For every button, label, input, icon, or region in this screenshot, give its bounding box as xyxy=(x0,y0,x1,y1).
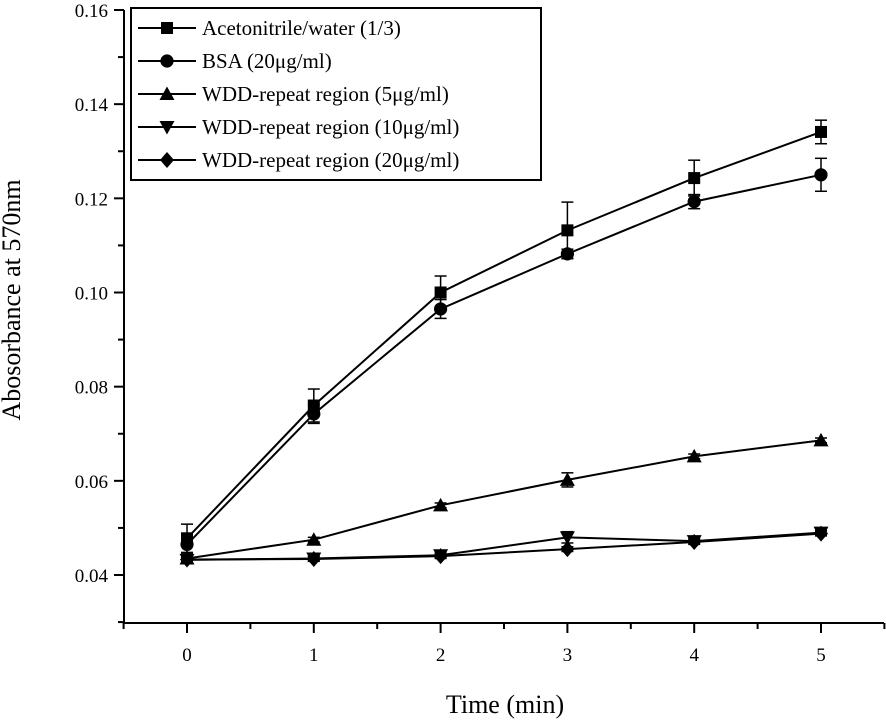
data-point xyxy=(687,195,701,209)
data-point xyxy=(560,247,575,261)
legend-label: BSA (20μg/ml) xyxy=(202,49,332,73)
y-tick-label: 0.04 xyxy=(75,566,109,587)
data-point xyxy=(180,551,194,568)
data-point xyxy=(306,550,321,567)
series-1 xyxy=(181,119,827,554)
y-tick-label: 0.14 xyxy=(75,95,109,116)
data-point xyxy=(687,534,702,551)
data-point xyxy=(814,168,828,182)
legend-label: WDD-repeat region (5μg/ml) xyxy=(202,82,449,106)
y-axis-title: Abosorbance at 570nm xyxy=(0,179,26,420)
y-tick-label: 0.08 xyxy=(75,378,108,399)
series-line xyxy=(186,439,822,560)
data-point xyxy=(559,472,575,486)
x-tick-label: 5 xyxy=(816,645,826,666)
x-tick-label: 4 xyxy=(689,645,699,666)
x-tick-label: 3 xyxy=(563,645,573,666)
legend-label: WDD-repeat region (10μg/ml) xyxy=(202,115,459,139)
x-tick-label: 1 xyxy=(309,645,319,666)
data-point xyxy=(560,541,575,558)
y-tick-label: 0.10 xyxy=(75,284,108,305)
x-axis-title: Time (min) xyxy=(446,690,564,719)
legend-marker xyxy=(159,86,175,100)
y-ticks: 0.04 0.06 0.08 0.10 0.12 0.14 0.16 xyxy=(75,1,124,624)
data-point xyxy=(306,532,322,546)
series xyxy=(179,119,829,568)
legend-box xyxy=(130,7,542,181)
series-line xyxy=(186,532,822,561)
x-tick-label: 0 xyxy=(182,645,192,666)
legend-marker xyxy=(160,54,174,68)
data-point xyxy=(433,548,448,565)
legend-marker xyxy=(159,121,175,135)
series-line xyxy=(186,131,822,539)
legend-label: WDD-repeat region (20μg/ml) xyxy=(202,148,459,172)
series-line xyxy=(186,531,822,561)
data-point xyxy=(688,172,701,185)
data-point xyxy=(559,531,575,545)
data-point xyxy=(815,125,827,138)
data-point xyxy=(686,448,702,463)
data-point xyxy=(433,497,449,512)
data-point xyxy=(307,407,321,421)
series-4 xyxy=(179,526,829,568)
x-tick-label: 2 xyxy=(436,645,446,666)
x-ticks: 0 1 2 3 4 5 xyxy=(122,623,886,666)
legend-marker xyxy=(161,22,173,34)
data-point xyxy=(814,525,828,542)
legend-marker xyxy=(160,152,174,168)
data-point xyxy=(561,224,574,237)
data-point xyxy=(813,432,829,447)
data-point xyxy=(434,286,447,299)
data-point xyxy=(180,537,194,551)
series-2 xyxy=(180,157,828,555)
data-point xyxy=(434,302,448,316)
series-5 xyxy=(180,525,828,568)
legend-label: Acetonitrile/water (1/3) xyxy=(202,16,401,40)
y-tick-label: 0.06 xyxy=(75,472,108,493)
legend: Acetonitrile/water (1/3) BSA (20μg/ml) WDD… xyxy=(130,7,542,181)
y-tick-label: 0.12 xyxy=(75,189,108,210)
series-line xyxy=(186,173,822,546)
y-tick-label: 0.16 xyxy=(75,1,108,22)
